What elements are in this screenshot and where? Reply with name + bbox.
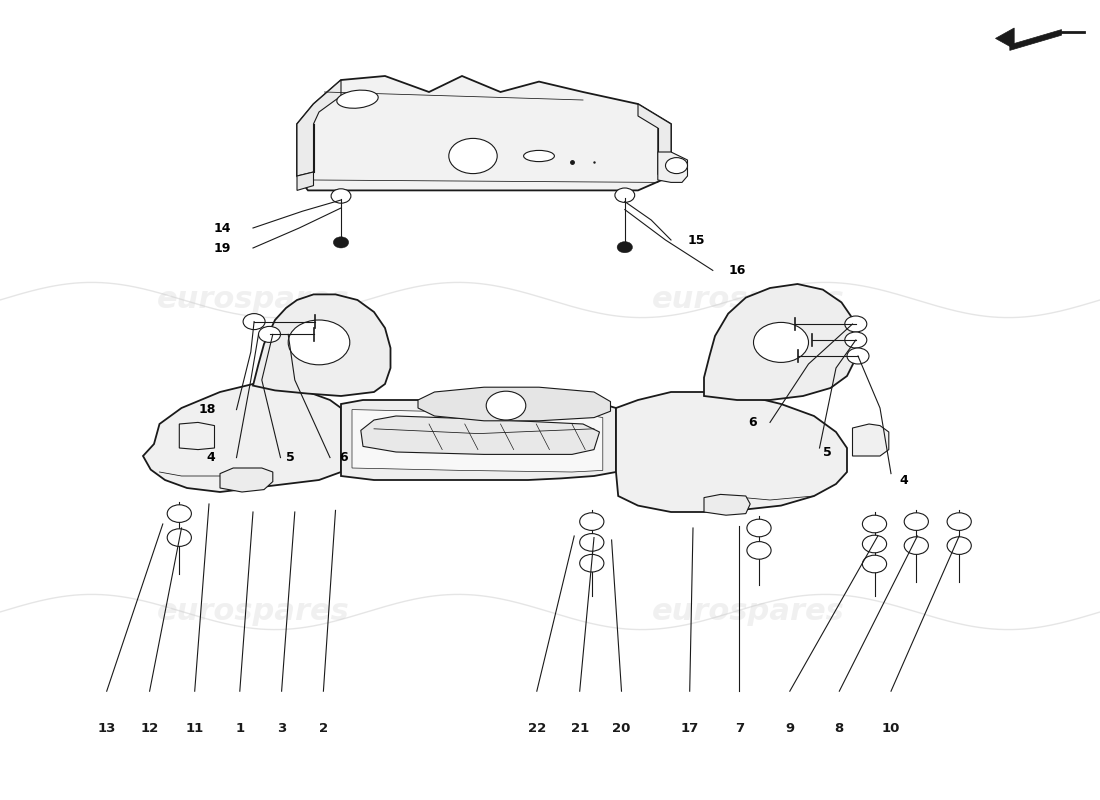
Circle shape bbox=[580, 513, 604, 530]
Circle shape bbox=[331, 189, 351, 203]
Polygon shape bbox=[418, 387, 610, 421]
Circle shape bbox=[243, 314, 265, 330]
Circle shape bbox=[747, 542, 771, 559]
Text: eurospares: eurospares bbox=[651, 286, 845, 314]
Polygon shape bbox=[638, 104, 671, 176]
Text: 6: 6 bbox=[339, 451, 348, 464]
Text: 8: 8 bbox=[835, 722, 844, 734]
Polygon shape bbox=[352, 410, 603, 472]
Circle shape bbox=[947, 537, 971, 554]
Polygon shape bbox=[1010, 30, 1062, 50]
Polygon shape bbox=[143, 384, 341, 492]
Circle shape bbox=[333, 237, 349, 248]
Polygon shape bbox=[704, 284, 858, 400]
Text: eurospares: eurospares bbox=[156, 286, 350, 314]
Circle shape bbox=[847, 348, 869, 364]
Polygon shape bbox=[297, 172, 313, 190]
Text: 9: 9 bbox=[785, 722, 794, 734]
Text: 12: 12 bbox=[141, 722, 158, 734]
Circle shape bbox=[904, 513, 928, 530]
Polygon shape bbox=[297, 76, 671, 190]
Text: 13: 13 bbox=[98, 722, 116, 734]
Circle shape bbox=[615, 188, 635, 202]
Text: 4: 4 bbox=[207, 451, 216, 464]
Polygon shape bbox=[297, 80, 341, 176]
Text: 5: 5 bbox=[823, 446, 832, 459]
Text: 4: 4 bbox=[900, 474, 909, 486]
Text: 19: 19 bbox=[213, 242, 231, 254]
Text: 21: 21 bbox=[571, 722, 588, 734]
Circle shape bbox=[947, 513, 971, 530]
Text: 6: 6 bbox=[748, 416, 757, 429]
Circle shape bbox=[167, 505, 191, 522]
Polygon shape bbox=[361, 416, 600, 454]
Circle shape bbox=[258, 326, 280, 342]
Polygon shape bbox=[616, 392, 847, 512]
Circle shape bbox=[845, 316, 867, 332]
Polygon shape bbox=[704, 494, 750, 515]
Circle shape bbox=[580, 554, 604, 572]
Circle shape bbox=[747, 519, 771, 537]
Circle shape bbox=[486, 391, 526, 420]
Text: 1: 1 bbox=[235, 722, 244, 734]
Circle shape bbox=[845, 332, 867, 348]
Text: 5: 5 bbox=[286, 451, 295, 464]
Ellipse shape bbox=[524, 150, 554, 162]
Circle shape bbox=[167, 529, 191, 546]
Polygon shape bbox=[658, 152, 688, 182]
Circle shape bbox=[862, 535, 887, 553]
Circle shape bbox=[288, 320, 350, 365]
Text: 22: 22 bbox=[528, 722, 546, 734]
Circle shape bbox=[754, 322, 808, 362]
Polygon shape bbox=[341, 400, 616, 480]
Text: 17: 17 bbox=[681, 722, 698, 734]
Circle shape bbox=[862, 555, 887, 573]
Circle shape bbox=[449, 138, 497, 174]
Polygon shape bbox=[179, 422, 214, 450]
Text: 14: 14 bbox=[213, 222, 231, 234]
Text: 11: 11 bbox=[186, 722, 204, 734]
Circle shape bbox=[666, 158, 688, 174]
Circle shape bbox=[904, 537, 928, 554]
Circle shape bbox=[862, 515, 887, 533]
Text: 16: 16 bbox=[728, 264, 746, 277]
Text: 7: 7 bbox=[735, 722, 744, 734]
Text: eurospares: eurospares bbox=[156, 598, 350, 626]
Polygon shape bbox=[220, 468, 273, 492]
Text: 2: 2 bbox=[319, 722, 328, 734]
Ellipse shape bbox=[337, 90, 378, 108]
Text: eurospares: eurospares bbox=[651, 598, 845, 626]
Text: 18: 18 bbox=[198, 403, 216, 416]
Text: 10: 10 bbox=[882, 722, 900, 734]
Circle shape bbox=[617, 242, 632, 253]
Polygon shape bbox=[852, 424, 889, 456]
Text: 20: 20 bbox=[613, 722, 630, 734]
Circle shape bbox=[580, 534, 604, 551]
Text: 15: 15 bbox=[688, 234, 705, 246]
Polygon shape bbox=[996, 28, 1014, 49]
Polygon shape bbox=[253, 294, 390, 396]
Text: 3: 3 bbox=[277, 722, 286, 734]
